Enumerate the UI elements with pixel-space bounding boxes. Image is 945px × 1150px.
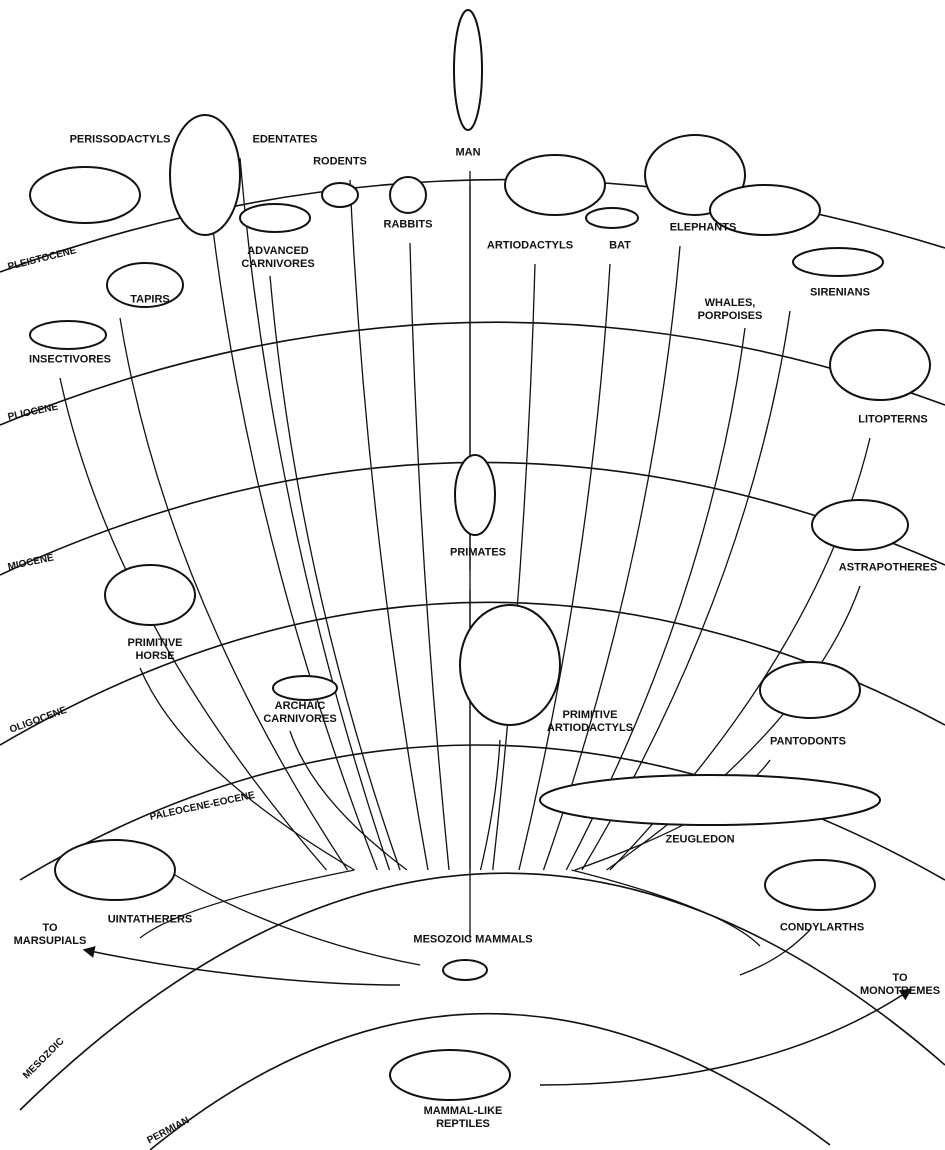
group-label: PRIMITIVE ARTIODACTYLS — [540, 709, 640, 735]
group-label: MAN — [443, 147, 493, 160]
group-label: ASTRAPOTHERES — [838, 562, 938, 575]
group-label: TO MONOTREMES — [855, 972, 945, 998]
animal-figure — [105, 565, 195, 625]
group-label: ZEUGLEDON — [655, 834, 745, 847]
animal-figure — [390, 1050, 510, 1100]
animal-figure — [830, 330, 930, 400]
branch-line — [493, 264, 535, 870]
animal-figure — [540, 775, 880, 825]
animal-figure — [460, 605, 560, 725]
group-label: ARTIODACTYLS — [480, 240, 580, 253]
group-label: PRIMATES — [443, 547, 513, 560]
group-label: SIRENIANS — [800, 287, 880, 300]
branch-line — [290, 731, 407, 870]
animal-figure — [322, 183, 358, 207]
branch-line — [740, 930, 810, 975]
animal-figure — [505, 155, 605, 215]
group-label: PANTODONTS — [763, 736, 853, 749]
group-label: TAPIRS — [115, 294, 185, 307]
animal-figure — [30, 167, 140, 223]
branch-line — [607, 586, 861, 870]
animal-figure — [240, 204, 310, 232]
arrow-marsupials — [85, 950, 400, 985]
group-label: EDENTATES — [240, 134, 330, 147]
era-boundary — [0, 322, 945, 425]
group-label: WHALES, PORPOISES — [690, 297, 770, 323]
group-label: TO MARSUPIALS — [10, 922, 90, 948]
animal-figure — [170, 115, 240, 235]
animal-figure — [454, 10, 482, 130]
group-label: CONDYLARTHS — [777, 922, 867, 935]
group-label: ADVANCED CARNIVORES — [238, 245, 318, 271]
animal-figure — [443, 960, 487, 980]
animal-figure — [812, 500, 908, 550]
group-label: MAMMAL-LIKE REPTILES — [418, 1105, 508, 1131]
animal-figure — [273, 676, 337, 700]
group-label: INSECTIVORES — [25, 354, 115, 367]
group-label: PRIMITIVE HORSE — [115, 637, 195, 663]
animal-figure — [765, 860, 875, 910]
group-label: LITOPTERNS — [853, 414, 933, 427]
group-label: RODENTS — [305, 156, 375, 169]
animal-figure — [760, 662, 860, 718]
group-label: ELEPHANTS — [663, 222, 743, 235]
group-label: ARCHAIC CARNIVORES — [260, 700, 340, 726]
animal-figure — [586, 208, 638, 228]
group-label: UINTATHERERS — [100, 914, 200, 927]
animal-figure — [55, 840, 175, 900]
group-label: PERISSODACTYLS — [60, 134, 180, 147]
branch-line — [350, 180, 428, 870]
arrow-monotremes — [540, 990, 910, 1085]
branch-line — [519, 264, 610, 870]
animal-figure — [30, 321, 106, 349]
diagram — [0, 0, 945, 1150]
group-label: BAT — [600, 240, 640, 253]
page: {"eras": ["PLEISTOCENE", "PLIOCENE", "MI… — [0, 0, 945, 1150]
group-label: RABBITS — [373, 219, 443, 232]
animal-figure — [390, 177, 426, 213]
branch-line — [481, 740, 501, 870]
group-label: MESOZOIC MAMMALS — [408, 934, 538, 947]
animal-figure — [455, 455, 495, 535]
animal-figure — [793, 248, 883, 276]
branch-line — [270, 276, 400, 870]
